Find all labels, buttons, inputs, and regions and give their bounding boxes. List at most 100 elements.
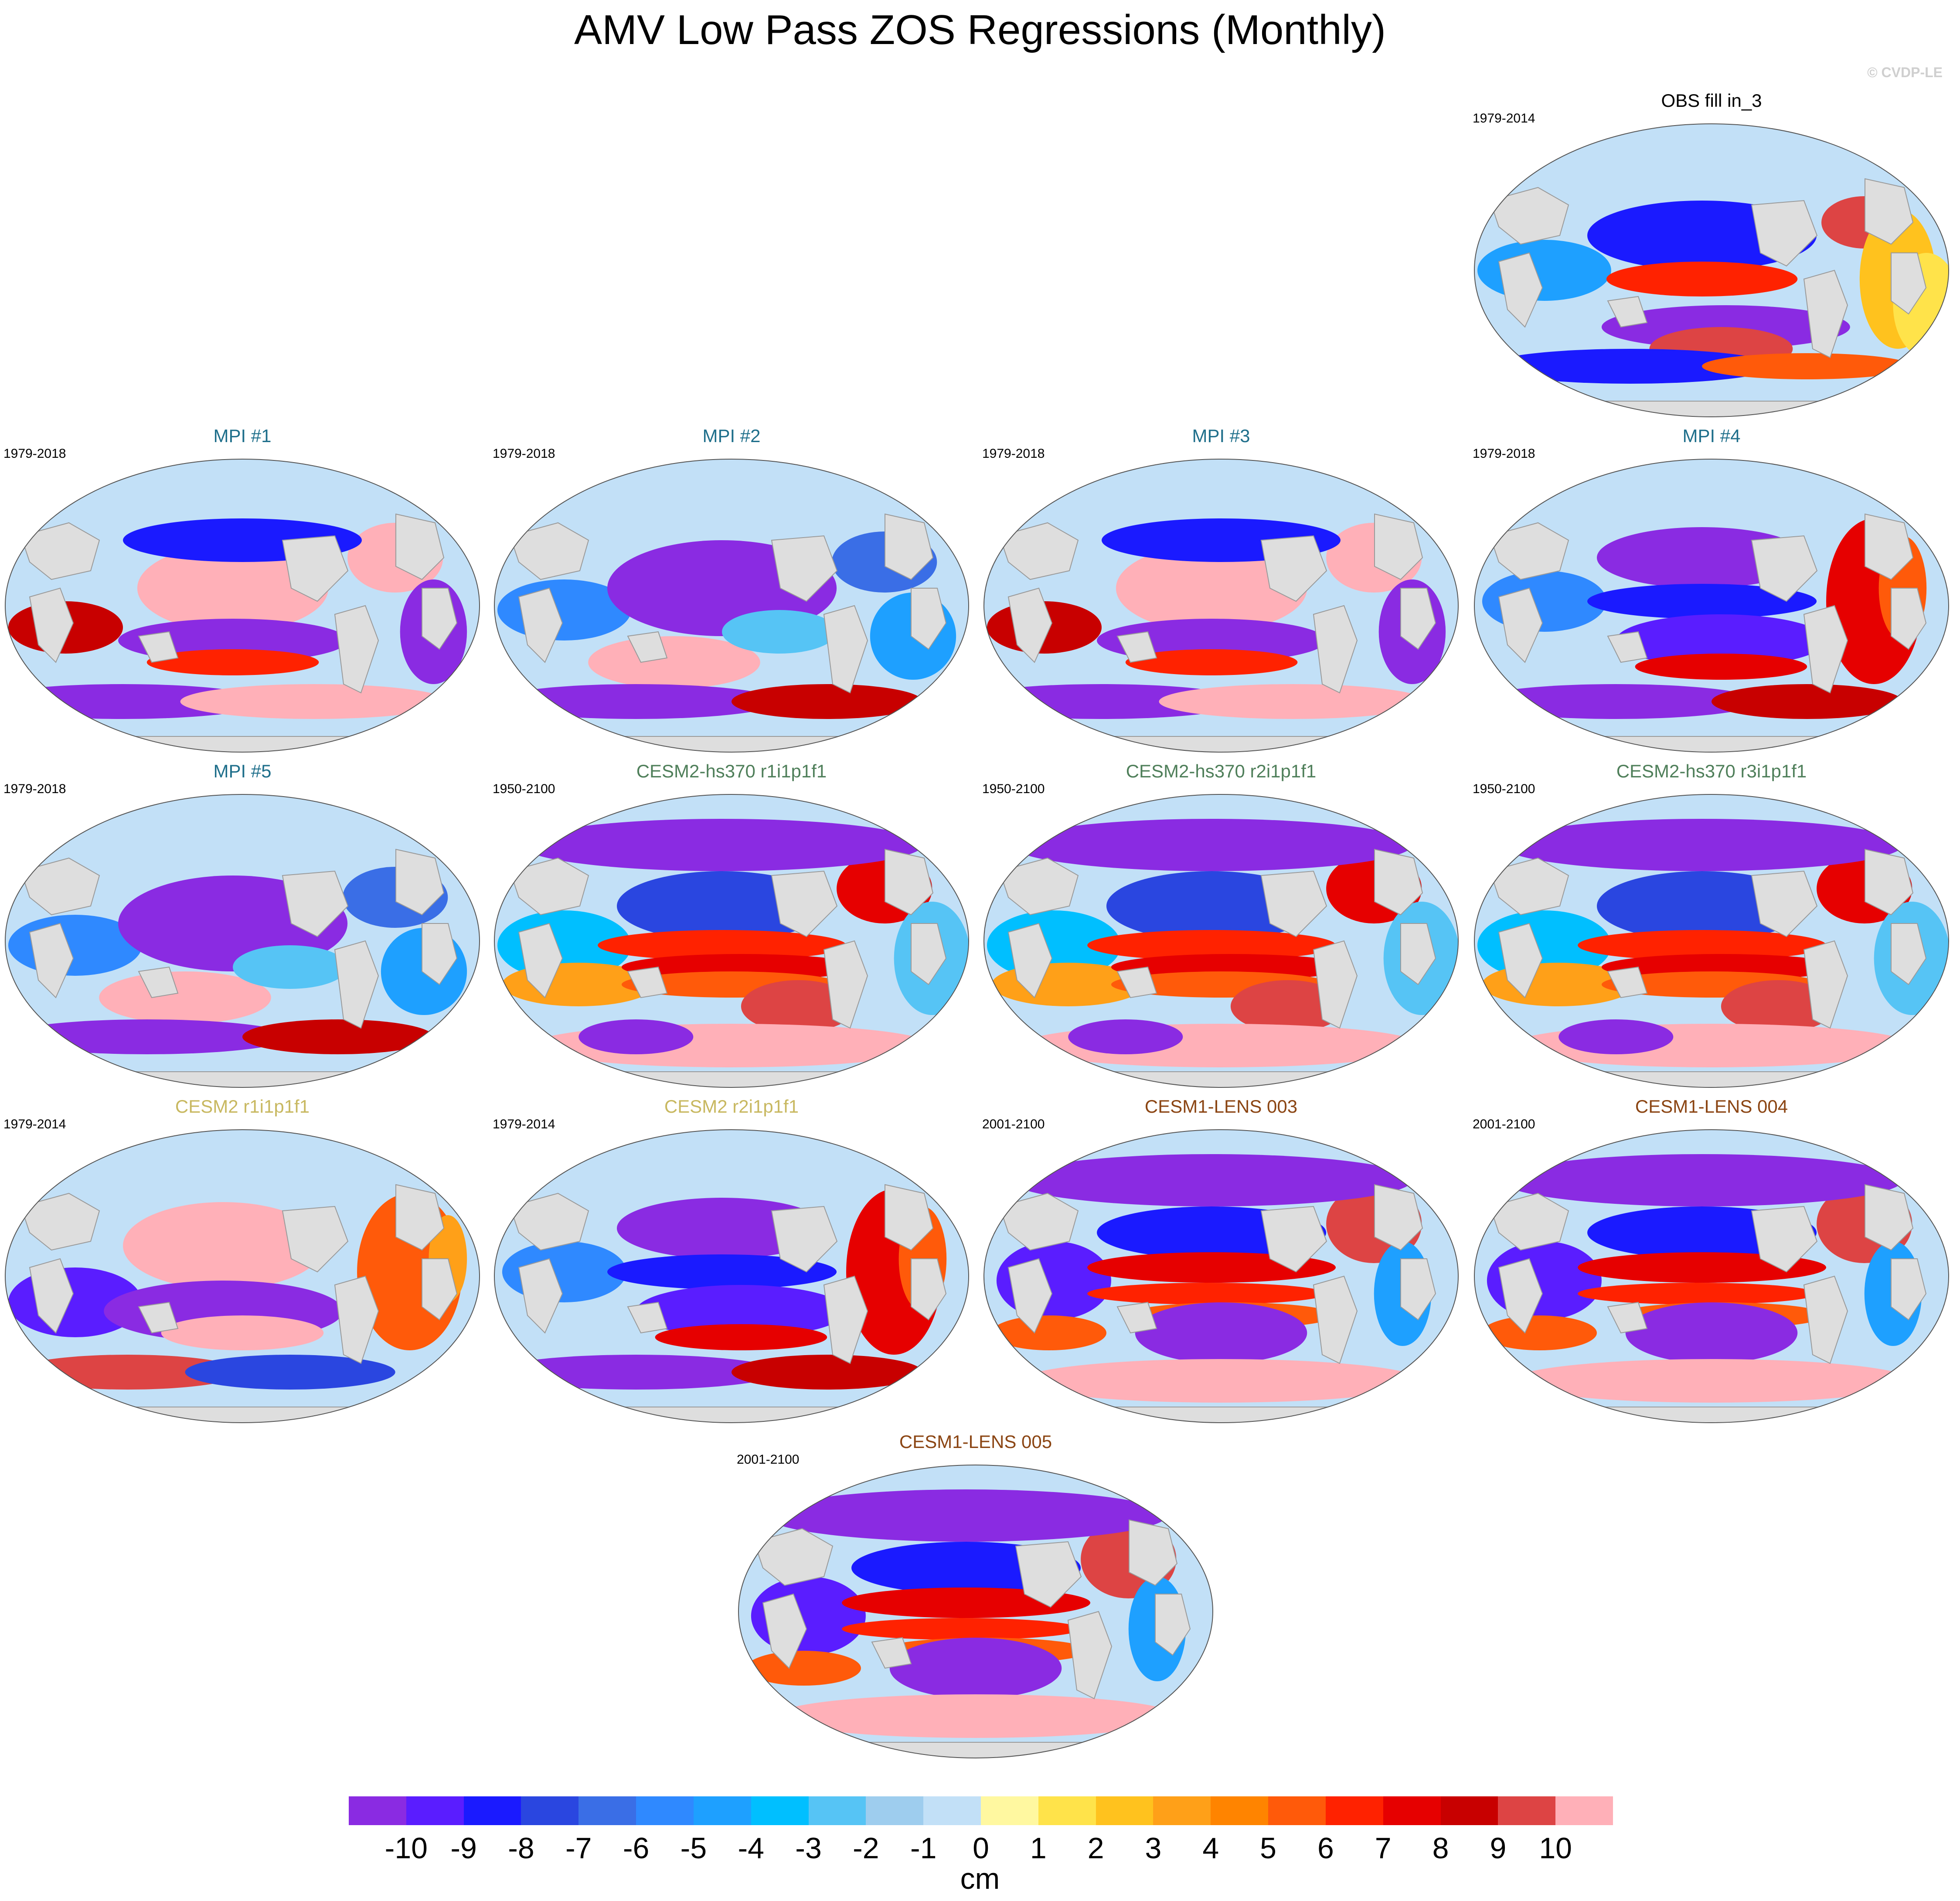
- colorbar-segment: [521, 1796, 579, 1825]
- landmass: [771, 870, 838, 937]
- panel-years: 1979-2014: [3, 1117, 66, 1131]
- panel-title: MPI #1: [213, 426, 272, 446]
- landmass: [1489, 1192, 1569, 1251]
- ssh-anomaly-region: [765, 1489, 1167, 1542]
- ssh-anomaly-region: [1721, 980, 1836, 1032]
- landmass: [1400, 588, 1436, 650]
- ssh-anomaly-region: [123, 1202, 324, 1289]
- colorbar-segment: [463, 1796, 521, 1825]
- ssh-anomaly-region: [1625, 1302, 1798, 1363]
- landmass: [509, 522, 589, 580]
- ssh-anomaly-region: [1482, 1315, 1597, 1350]
- ssh-anomaly-region: [1159, 684, 1427, 719]
- landmass: [999, 522, 1079, 580]
- ssh-anomaly-region: [655, 1324, 827, 1350]
- ssh-anomaly-region: [1578, 1283, 1817, 1305]
- map-panel: CESM1-LENS 005 2001-2100: [737, 1431, 1215, 1762]
- landmass: [627, 966, 668, 998]
- landmass: [68, 1071, 414, 1087]
- landmass: [1260, 1206, 1327, 1273]
- landmass: [885, 513, 934, 580]
- colorbar-segment: [808, 1796, 866, 1825]
- world-map: [1474, 794, 1949, 1088]
- ssh-anomaly-region: [1578, 930, 1827, 961]
- ssh-anomaly-region: [137, 545, 329, 632]
- landmass: [422, 1258, 458, 1321]
- ssh-anomaly-region: [180, 684, 448, 719]
- colorbar-tick-label: 6: [1317, 1832, 1334, 1865]
- landmass: [282, 870, 349, 937]
- landmass: [518, 1258, 563, 1334]
- landmass: [1047, 1407, 1392, 1423]
- colorbar-tick-label: -1: [910, 1832, 937, 1865]
- colorbar-segment: [1153, 1796, 1211, 1825]
- ssh-anomaly-region: [1011, 1154, 1412, 1206]
- landmass: [1865, 178, 1914, 245]
- landmass: [20, 857, 100, 916]
- ssh-anomaly-region: [741, 980, 856, 1032]
- colorbar-tick-label: 4: [1202, 1832, 1219, 1865]
- landmass: [753, 1528, 834, 1586]
- colorbar-segment: [349, 1796, 407, 1825]
- landmass: [1007, 923, 1053, 998]
- landmass: [1607, 1301, 1648, 1334]
- landmass: [1751, 870, 1818, 937]
- landmass: [802, 1742, 1147, 1758]
- landmass: [1498, 587, 1543, 663]
- landmass: [1498, 1258, 1543, 1334]
- landmass: [1803, 269, 1848, 358]
- landmass: [1865, 848, 1914, 916]
- landmass: [395, 513, 445, 580]
- panel-title: CESM1-LENS 004: [1635, 1096, 1788, 1117]
- ssh-anomaly-region: [842, 1618, 1081, 1640]
- ssh-anomaly-region: [607, 1254, 837, 1289]
- landmass: [1891, 923, 1927, 985]
- world-map: [983, 1129, 1459, 1423]
- landmass: [1313, 1275, 1358, 1364]
- landmass: [1538, 401, 1883, 417]
- landmass: [334, 605, 379, 694]
- ssh-anomaly-region: [521, 819, 923, 871]
- landmass: [334, 1275, 379, 1364]
- ssh-anomaly-region: [1616, 614, 1827, 667]
- ssh-anomaly-region: [1087, 1283, 1327, 1305]
- map-border: [5, 459, 480, 753]
- landmass: [282, 1206, 349, 1273]
- colorbar-segment: [1211, 1796, 1269, 1825]
- colorbar-tick-label: -2: [853, 1832, 879, 1865]
- landmass: [558, 1407, 903, 1423]
- map-border: [1474, 459, 1949, 753]
- map-border: [5, 1129, 480, 1423]
- colorbar-segment: [636, 1796, 694, 1825]
- landmass: [1007, 1258, 1053, 1334]
- landmass: [999, 1192, 1079, 1251]
- landmass: [20, 522, 100, 580]
- landmass: [1607, 631, 1648, 663]
- landmass: [1313, 605, 1358, 694]
- ssh-anomaly-region: [598, 930, 847, 961]
- ssh-anomaly-region: [242, 1019, 434, 1054]
- landmass: [1007, 587, 1053, 663]
- colorbar-tick-label: -6: [623, 1832, 650, 1865]
- panel-title: CESM2-hs370 r3i1p1f1: [1616, 761, 1807, 781]
- colorbar-tick-label: -9: [450, 1832, 477, 1865]
- ssh-anomaly-region: [1068, 1019, 1183, 1054]
- map-border: [983, 459, 1459, 753]
- landmass: [20, 1192, 100, 1251]
- landmass: [29, 1258, 74, 1334]
- landmass: [1751, 535, 1818, 602]
- panel-title: CESM1-LENS 005: [899, 1431, 1052, 1452]
- ssh-anomaly-region: [1606, 262, 1798, 296]
- map-border: [738, 1465, 1213, 1758]
- ssh-anomaly-region: [1501, 1154, 1903, 1206]
- landmass: [334, 940, 379, 1029]
- landmass: [1607, 966, 1648, 998]
- panel-title: CESM2 r1i1p1f1: [175, 1096, 310, 1117]
- ssh-anomaly-region: [1702, 353, 1912, 379]
- map-border: [5, 794, 480, 1088]
- landmass: [1891, 252, 1927, 315]
- colorbar-segment: [1383, 1796, 1441, 1825]
- landmass: [138, 1301, 179, 1334]
- ssh-anomaly-region: [578, 1019, 694, 1054]
- landmass: [1116, 966, 1157, 998]
